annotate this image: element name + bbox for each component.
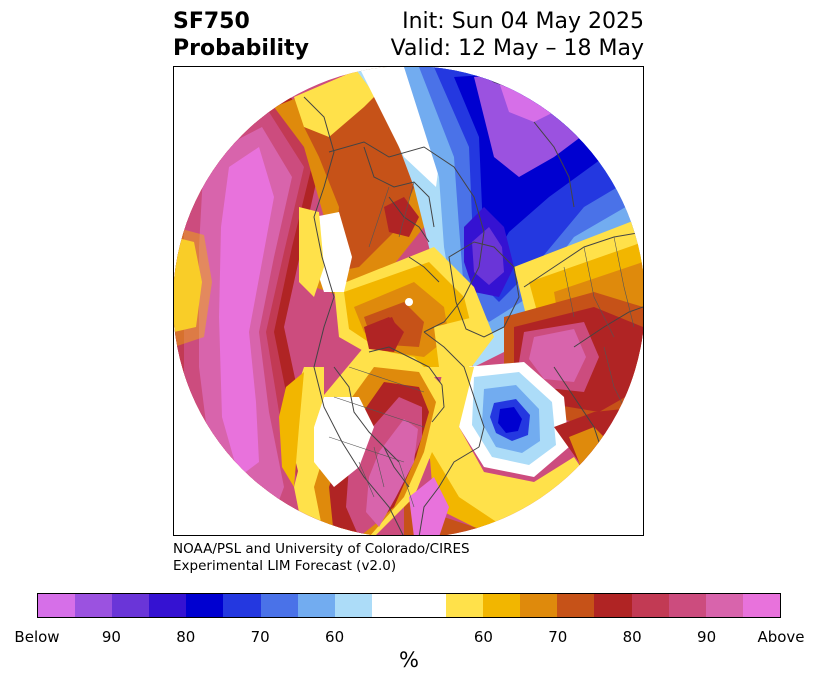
valid-dates: Valid: 12 May – 18 May <box>390 36 644 61</box>
colorbar-segment <box>297 594 335 617</box>
colorbar-tick-label: 80 <box>622 628 642 646</box>
hudson-warm-75 <box>364 317 404 352</box>
alaska-band-75 <box>384 197 419 237</box>
colorbar-segment <box>742 594 780 617</box>
colorbar-segment <box>520 594 558 617</box>
colorbar-segment <box>149 594 187 617</box>
atlantic-warm-60 <box>429 447 594 535</box>
namerica-warm-90 <box>366 419 418 527</box>
arctic-cold-85 <box>472 227 504 285</box>
colorbar-tick-label: 90 <box>101 628 121 646</box>
credit-line2: Experimental LIM Forecast (v2.0) <box>173 558 397 574</box>
title-type: Probability <box>173 36 309 61</box>
colorbar-segment <box>223 594 261 617</box>
namerica-warm-max <box>409 477 449 535</box>
colorbar-unit: % <box>399 648 419 672</box>
colorbar-tick-label: 70 <box>548 628 568 646</box>
colorbar-segment <box>446 594 484 617</box>
colorbar-tick-label: Above <box>757 628 805 646</box>
colorbar-segment <box>705 594 743 617</box>
colorbar-tick-label: 90 <box>697 628 717 646</box>
colorbar-segment <box>631 594 669 617</box>
colorbar-segment <box>371 594 409 617</box>
colorbar-segment <box>112 594 150 617</box>
init-date: Init: Sun 04 May 2025 <box>402 9 644 34</box>
colorbar-segment <box>594 594 632 617</box>
colorbar-segment <box>334 594 372 617</box>
colorbar-segment <box>186 594 224 617</box>
colorbar-segment <box>668 594 706 617</box>
colorbar-segment <box>260 594 298 617</box>
colorbar-tick-label: 60 <box>473 628 493 646</box>
pacific-anomaly-max <box>219 147 274 477</box>
colorbar-segment <box>75 594 113 617</box>
map-title: SF750 Probability <box>173 8 309 62</box>
title-variable: SF750 <box>173 9 250 34</box>
probability-map <box>174 67 643 535</box>
western-us-60 <box>279 372 304 487</box>
canada-neutral <box>314 212 352 292</box>
canada-yellow <box>299 207 324 297</box>
labrador-warm-55 <box>434 317 484 367</box>
colorbar-segment <box>483 594 521 617</box>
colorbar-tick-label: 70 <box>250 628 270 646</box>
west-edge-yellow <box>174 237 202 332</box>
colorbar-segment <box>38 594 76 617</box>
colorbar-segment <box>408 594 447 617</box>
colorbar-tick-label: 80 <box>176 628 196 646</box>
eurasia-warm-90 <box>529 329 586 382</box>
colorbar-tick-label: Below <box>14 628 60 646</box>
colorbar <box>37 593 781 618</box>
colorbar-segment <box>557 594 595 617</box>
colorbar-tick-label: 60 <box>325 628 345 646</box>
credit: NOAA/PSL and University of Colorado/CIRE… <box>173 541 470 575</box>
north-pole-marker <box>405 298 413 306</box>
atlantic-cold-75 <box>498 407 522 433</box>
credit-line1: NOAA/PSL and University of Colorado/CIRE… <box>173 541 470 557</box>
map-dates: Init: Sun 04 May 2025 Valid: 12 May – 18… <box>391 8 644 62</box>
west-edge-gold <box>174 227 212 347</box>
map-panel <box>173 66 644 536</box>
